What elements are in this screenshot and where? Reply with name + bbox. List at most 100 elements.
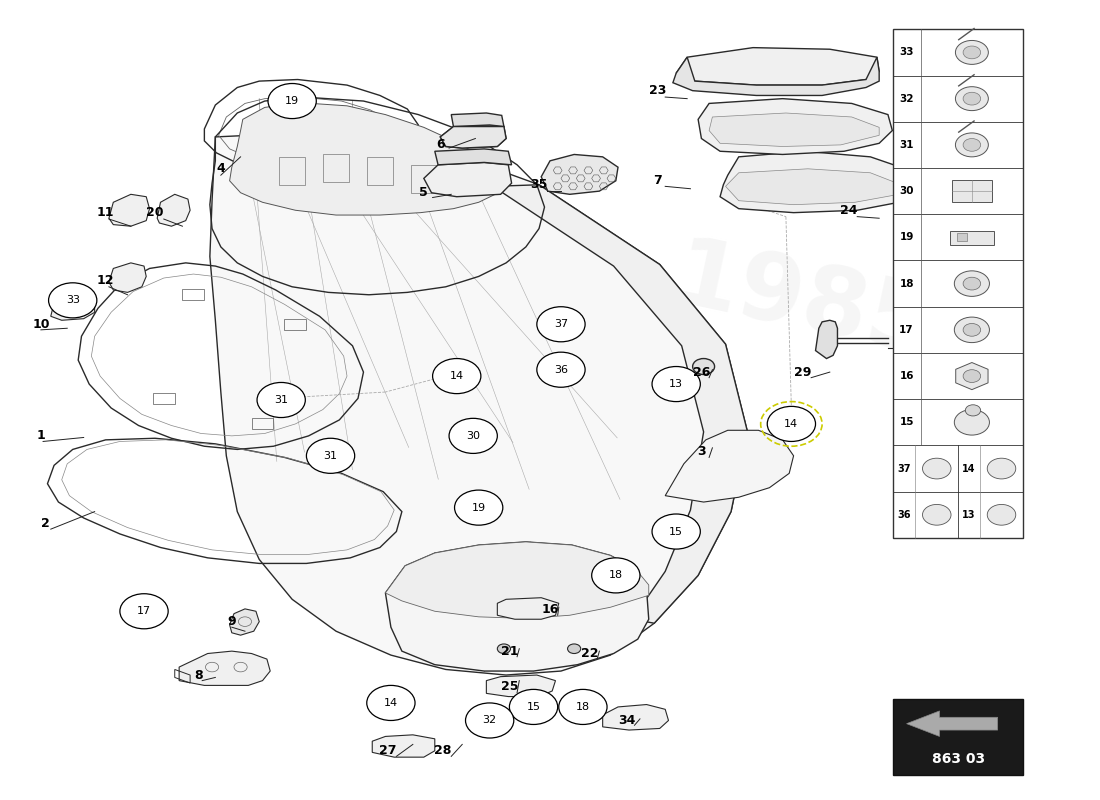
Text: 17: 17 [138, 606, 151, 616]
Circle shape [693, 358, 715, 374]
Text: 1: 1 [36, 430, 45, 442]
Polygon shape [720, 151, 914, 213]
Polygon shape [673, 57, 879, 95]
Text: 24: 24 [839, 204, 857, 217]
Circle shape [964, 46, 981, 58]
Text: 33: 33 [900, 47, 914, 58]
Circle shape [537, 306, 585, 342]
Polygon shape [109, 194, 150, 226]
Text: 14: 14 [962, 463, 976, 474]
Circle shape [923, 458, 952, 479]
Polygon shape [541, 154, 618, 194]
Polygon shape [906, 711, 998, 737]
Polygon shape [210, 129, 748, 675]
Circle shape [48, 283, 97, 318]
Text: 30: 30 [466, 431, 481, 441]
Circle shape [956, 41, 988, 64]
Text: 14: 14 [784, 419, 799, 429]
Circle shape [966, 405, 981, 416]
Text: 36: 36 [554, 365, 568, 374]
Circle shape [268, 83, 317, 118]
Circle shape [497, 644, 510, 654]
Circle shape [955, 410, 989, 435]
Text: 19: 19 [285, 96, 299, 106]
Text: 32: 32 [900, 94, 914, 104]
Text: 15: 15 [900, 418, 914, 427]
Text: 35: 35 [530, 178, 548, 191]
Text: 15: 15 [669, 526, 683, 537]
Polygon shape [497, 598, 559, 619]
Circle shape [955, 271, 989, 296]
Text: 31: 31 [274, 395, 288, 405]
Text: 11: 11 [97, 206, 114, 219]
Text: 16: 16 [900, 371, 914, 381]
Circle shape [454, 490, 503, 525]
Text: 8: 8 [195, 669, 204, 682]
Text: 17: 17 [900, 325, 914, 335]
Polygon shape [666, 430, 793, 502]
Bar [893, 699, 1023, 774]
Text: 14: 14 [384, 698, 398, 708]
Polygon shape [440, 125, 506, 148]
Text: 25: 25 [500, 681, 518, 694]
Text: 23: 23 [649, 84, 667, 97]
Text: 5: 5 [419, 186, 428, 199]
Text: 1985: 1985 [664, 232, 940, 377]
Text: 26: 26 [693, 366, 711, 378]
Bar [950, 231, 993, 246]
Circle shape [366, 686, 415, 721]
Circle shape [449, 418, 497, 454]
Text: 14: 14 [450, 371, 464, 381]
Circle shape [987, 458, 1015, 479]
Circle shape [592, 558, 640, 593]
Text: 18: 18 [900, 278, 914, 289]
Circle shape [956, 86, 988, 110]
Polygon shape [486, 675, 556, 697]
Polygon shape [434, 149, 512, 165]
Polygon shape [603, 705, 669, 730]
Polygon shape [230, 102, 500, 215]
Text: 30: 30 [900, 186, 914, 196]
Text: 13: 13 [962, 510, 976, 520]
Text: 20: 20 [146, 206, 164, 219]
Text: 21: 21 [500, 645, 518, 658]
Text: 10: 10 [32, 318, 50, 330]
Text: 4: 4 [217, 162, 226, 175]
Polygon shape [815, 320, 837, 358]
Polygon shape [179, 651, 271, 686]
Polygon shape [109, 263, 146, 292]
Polygon shape [385, 542, 649, 671]
Circle shape [956, 133, 988, 157]
Text: 37: 37 [554, 319, 568, 330]
Text: 6: 6 [436, 138, 444, 151]
Text: e u r o c a r p a r t s: e u r o c a r p a r t s [277, 399, 648, 433]
Circle shape [307, 438, 354, 474]
Text: 13: 13 [669, 379, 683, 389]
Polygon shape [698, 98, 892, 154]
Circle shape [652, 514, 701, 549]
Polygon shape [372, 735, 434, 757]
Text: 9: 9 [228, 615, 236, 628]
Text: 31: 31 [323, 451, 338, 461]
Text: 32: 32 [483, 715, 497, 726]
Text: 33: 33 [66, 295, 79, 306]
Circle shape [923, 505, 952, 525]
Text: 19: 19 [472, 502, 486, 513]
Text: 15: 15 [527, 702, 540, 712]
Text: 28: 28 [433, 744, 451, 758]
Text: 18: 18 [608, 570, 623, 580]
Text: 22: 22 [581, 647, 598, 660]
Polygon shape [710, 113, 879, 146]
Polygon shape [451, 113, 504, 126]
Bar [285, 318, 307, 330]
Bar [279, 157, 306, 185]
Polygon shape [440, 126, 506, 148]
Circle shape [964, 323, 981, 336]
Polygon shape [424, 162, 512, 197]
Circle shape [767, 406, 815, 442]
Polygon shape [157, 194, 190, 226]
Text: 37: 37 [898, 463, 911, 474]
Circle shape [568, 644, 581, 654]
Polygon shape [385, 542, 649, 618]
Circle shape [964, 278, 981, 290]
